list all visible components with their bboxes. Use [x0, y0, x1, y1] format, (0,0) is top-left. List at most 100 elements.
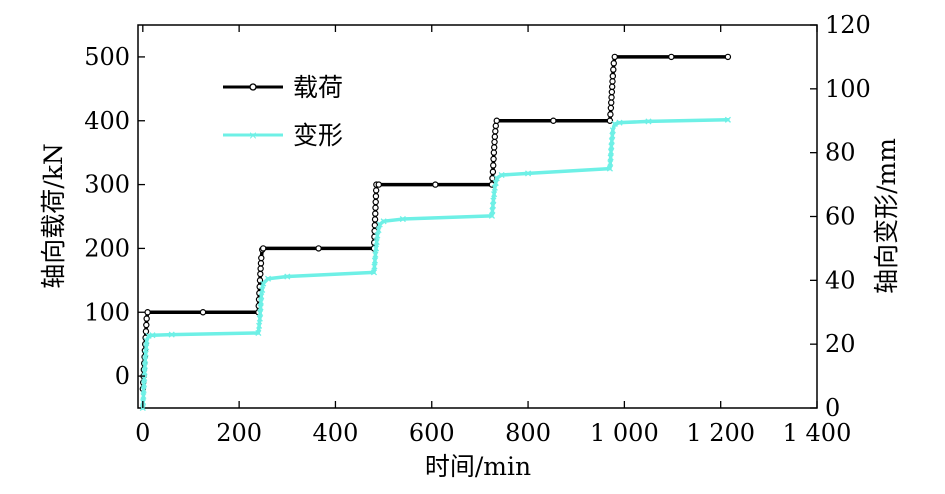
data-point	[144, 309, 151, 316]
data-point	[256, 322, 263, 329]
data-point	[645, 118, 652, 125]
data-point	[490, 162, 497, 169]
y-left-axis-title: 轴向载荷/kN	[39, 143, 68, 288]
data-point	[724, 53, 732, 61]
data-point	[371, 263, 378, 270]
data-point	[258, 293, 265, 300]
x-tick-label: 0	[135, 419, 150, 447]
x-tick-label: 600	[409, 419, 455, 447]
legend-label-deformation: 变形	[293, 121, 343, 150]
data-point	[141, 363, 148, 370]
x-tick-label: 200	[216, 419, 262, 447]
data-point	[371, 257, 378, 264]
data-point	[491, 138, 498, 146]
data-point	[550, 117, 557, 124]
data-point	[260, 280, 267, 287]
data-point	[490, 144, 498, 151]
data-point	[372, 210, 379, 217]
data-point	[432, 181, 439, 188]
data-point	[142, 357, 149, 364]
data-point	[606, 117, 614, 124]
y-right-tick-label: 40	[825, 266, 856, 294]
data-point	[607, 154, 614, 161]
data-point	[259, 286, 266, 293]
x-tick-label: 800	[505, 419, 551, 447]
data-point	[380, 218, 387, 225]
data-point	[143, 315, 150, 322]
data-point	[149, 332, 156, 339]
data-point	[143, 344, 150, 351]
data-point	[610, 66, 617, 73]
x-tick-label: 1 200	[686, 419, 755, 447]
data-point	[607, 111, 614, 118]
legend-marker-load	[249, 83, 257, 91]
data-point	[607, 148, 615, 155]
data-point	[142, 350, 149, 357]
series-line	[141, 55, 730, 391]
data-point	[492, 128, 499, 135]
data-point	[372, 251, 379, 258]
data-point	[371, 222, 379, 229]
series-load	[139, 53, 732, 393]
data-point	[609, 127, 616, 134]
data-point	[609, 132, 616, 139]
data-point	[372, 198, 379, 206]
data-point	[199, 309, 207, 316]
data-point	[491, 191, 498, 198]
data-point	[490, 197, 497, 204]
data-point	[608, 83, 616, 90]
x-tick-label: 1 000	[590, 419, 659, 447]
data-point	[143, 321, 150, 329]
y-left-tick-label: 400	[84, 107, 130, 135]
data-point	[493, 117, 500, 124]
data-point	[490, 155, 497, 163]
data-point	[608, 137, 615, 145]
series-deformation	[139, 116, 731, 412]
x-axis-title: 时间/min	[425, 452, 531, 481]
legend-marker-deformation: ×	[248, 129, 257, 142]
series-layer	[139, 53, 732, 412]
data-point	[492, 179, 499, 187]
data-point	[724, 116, 731, 123]
data-point	[257, 265, 264, 272]
data-point	[611, 120, 618, 128]
data-point	[142, 328, 150, 335]
data-point	[373, 238, 380, 246]
data-point	[257, 309, 264, 317]
y-right-tick-label: 80	[825, 139, 856, 167]
data-point	[399, 215, 406, 223]
data-point	[257, 298, 264, 305]
data-point	[140, 392, 147, 400]
data-point	[370, 269, 378, 276]
data-point	[606, 165, 613, 172]
data-point	[668, 53, 675, 61]
data-point	[264, 275, 272, 282]
data-point	[256, 315, 263, 322]
y-left-tick-label: 200	[84, 234, 130, 262]
data-point	[608, 143, 615, 150]
data-point	[498, 171, 505, 179]
y-left-tick-label: 300	[84, 171, 130, 199]
data-point	[609, 72, 617, 80]
data-point	[372, 204, 379, 211]
data-point	[492, 122, 499, 130]
data-point	[372, 192, 380, 200]
data-point	[257, 304, 264, 311]
data-point	[493, 175, 500, 182]
y-left-tick-label: 100	[84, 298, 130, 326]
data-point	[375, 181, 382, 188]
legend-label-load: 载荷	[293, 73, 343, 102]
data-point	[489, 202, 496, 209]
data-point	[610, 60, 617, 67]
data-point	[143, 337, 150, 345]
data-point	[372, 187, 380, 194]
data-point	[488, 212, 496, 219]
data-point	[260, 245, 267, 252]
series-line	[141, 118, 730, 410]
y-right-tick-label: 60	[825, 203, 856, 231]
data-point	[168, 331, 175, 338]
data-point	[257, 270, 264, 278]
y-right-tick-label: 0	[825, 394, 840, 422]
data-point	[258, 254, 265, 262]
